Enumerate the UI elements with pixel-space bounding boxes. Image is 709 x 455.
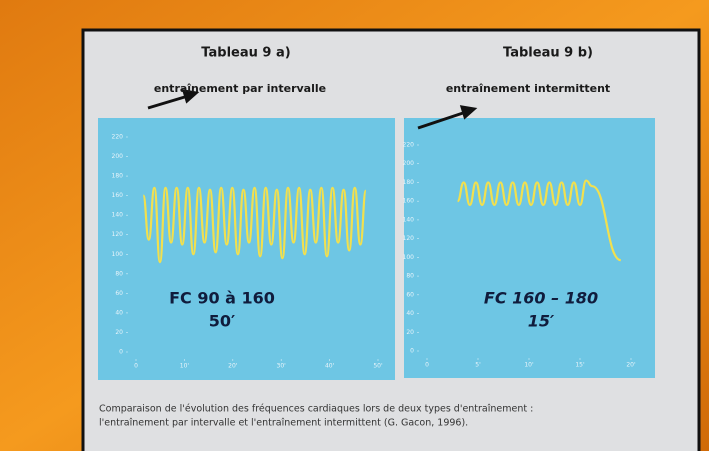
y-tick-label: 100: [403, 254, 415, 261]
x-tick-label: 5': [475, 362, 481, 369]
y-tick-label: 20: [115, 329, 123, 336]
y-tick-label: 140: [403, 216, 415, 223]
y-tick-label: 180: [403, 179, 415, 186]
y-tick-label: 140: [112, 212, 124, 219]
slide: Comparaison de l'évolution des fréquence…: [0, 0, 709, 451]
y-tick-label: 80: [115, 270, 123, 277]
y-tick-label: 20: [406, 329, 414, 336]
x-tick-label: 15': [575, 362, 585, 369]
x-tick-label: 20': [228, 363, 238, 370]
y-tick-label: 0: [119, 349, 123, 356]
page: {"chart_data": [ {"type": "line", "title…: [0, 0, 709, 451]
y-tick-label: 40: [406, 310, 414, 317]
x-tick-label: 30': [277, 363, 287, 370]
annotation: FC 160 – 180: [484, 289, 598, 308]
caption: Comparaison de l'évolution des fréquence…: [99, 404, 533, 415]
y-tick-label: 60: [115, 290, 123, 297]
y-tick-label: 60: [406, 291, 414, 298]
y-tick-label: 160: [112, 192, 124, 199]
y-tick-label: 220: [112, 134, 124, 141]
y-tick-label: 100: [112, 251, 124, 258]
y-tick-label: 220: [403, 142, 415, 149]
y-tick-label: 120: [112, 231, 124, 238]
x-tick-label: 0: [425, 362, 429, 369]
plot-panel: [404, 118, 655, 378]
x-tick-label: 20': [626, 362, 636, 369]
x-tick-label: 10': [524, 362, 534, 369]
chart-subtitle: entraînement par intervalle: [154, 82, 326, 95]
x-tick-label: 40': [325, 363, 335, 370]
annotation: 50′: [209, 312, 235, 331]
y-tick-label: 180: [112, 173, 124, 180]
y-tick-label: 120: [403, 235, 415, 242]
annotation: FC 90 à 160: [169, 289, 275, 308]
chart-title: Tableau 9 b): [503, 46, 593, 61]
chart-subtitle: entraînement intermittent: [446, 82, 610, 95]
y-tick-label: 40: [115, 309, 123, 316]
y-tick-label: 80: [406, 273, 414, 280]
y-tick-label: 200: [112, 153, 124, 160]
chart-title: Tableau 9 a): [201, 46, 290, 61]
x-tick-label: 10': [180, 363, 190, 370]
y-tick-label: 200: [403, 160, 415, 167]
x-tick-label: 50': [373, 363, 383, 370]
y-tick-label: 0: [410, 348, 414, 355]
y-tick-label: 160: [403, 198, 415, 205]
x-tick-label: 0: [134, 363, 138, 370]
annotation: 15′: [528, 312, 555, 331]
caption: l'entraînement par intervalle et l'entra…: [99, 418, 468, 429]
